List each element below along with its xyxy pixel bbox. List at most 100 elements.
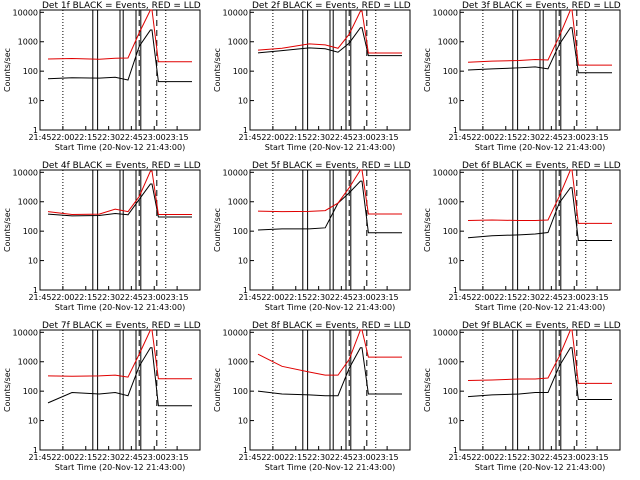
x-tick-label: 22:45 bbox=[540, 453, 563, 462]
x-tick-label: 23:15 bbox=[166, 293, 189, 302]
x-tick-label: 21:45 bbox=[238, 293, 261, 302]
x-tick-label: 22:30 bbox=[517, 293, 540, 302]
x-tick-label: 22:00 bbox=[51, 133, 74, 142]
x-tick-label: 22:30 bbox=[97, 453, 120, 462]
panel-title: Det 5f BLACK = Events, RED = LLD bbox=[252, 161, 411, 171]
y-axis-label: Counts/sec bbox=[423, 368, 432, 412]
x-tick-label: 21:45 bbox=[28, 293, 51, 302]
x-tick-label: 23:00 bbox=[353, 133, 376, 142]
x-tick-label: 22:30 bbox=[307, 453, 330, 462]
x-tick-label: 23:00 bbox=[143, 133, 166, 142]
y-tick-label: 10 bbox=[238, 417, 248, 426]
x-tick-label: 22:15 bbox=[284, 453, 307, 462]
y-tick-label: 100 bbox=[443, 227, 458, 236]
y-axis-label: Counts/sec bbox=[213, 48, 222, 92]
x-tick-label: 21:45 bbox=[448, 133, 471, 142]
series-line-events bbox=[257, 180, 402, 234]
panel-title: Det 1f BLACK = Events, RED = LLD bbox=[42, 1, 201, 11]
x-tick-label: 22:00 bbox=[261, 133, 284, 142]
y-tick-label: 1000 bbox=[18, 38, 38, 47]
x-axis-label: Start Time (20-Nov-12 21:43:00) bbox=[55, 143, 185, 152]
series-line-lld bbox=[257, 169, 402, 215]
x-axis-label: Start Time (20-Nov-12 21:43:00) bbox=[265, 463, 395, 472]
panel-title: Det 3f BLACK = Events, RED = LLD bbox=[462, 1, 621, 11]
y-tick-label: 1 bbox=[453, 126, 458, 135]
x-tick-label: 21:45 bbox=[28, 453, 51, 462]
y-tick-label: 100 bbox=[23, 227, 38, 236]
x-tick-label: 22:00 bbox=[471, 293, 494, 302]
x-tick-label: 22:30 bbox=[307, 133, 330, 142]
y-tick-label: 10 bbox=[28, 97, 38, 106]
y-tick-label: 10000 bbox=[223, 8, 248, 17]
y-tick-label: 1 bbox=[33, 126, 38, 135]
y-axis-label: Counts/sec bbox=[213, 368, 222, 412]
panel-title: Det 4f BLACK = Events, RED = LLD bbox=[42, 161, 201, 171]
x-tick-label: 23:15 bbox=[586, 133, 609, 142]
y-tick-label: 10 bbox=[28, 417, 38, 426]
panel-det-3: Det 3f BLACK = Events, RED = LLD 1 10 100 10… bbox=[423, 1, 621, 152]
panel-title: Det 7f BLACK = Events, RED = LLD bbox=[42, 321, 201, 331]
x-tick-label: 23:15 bbox=[166, 133, 189, 142]
series-line-events bbox=[467, 187, 612, 242]
panel-det-1: Det 1f BLACK = Events, RED = LLD 1 10 100 10… bbox=[3, 1, 201, 152]
x-tick-label: 22:15 bbox=[74, 453, 97, 462]
x-tick-label: 22:15 bbox=[74, 133, 97, 142]
y-axis-label: Counts/sec bbox=[423, 48, 432, 92]
y-tick-label: 10 bbox=[238, 257, 248, 266]
y-tick-label: 1 bbox=[453, 446, 458, 455]
x-tick-label: 23:00 bbox=[143, 453, 166, 462]
x-tick-label: 22:00 bbox=[51, 453, 74, 462]
x-tick-label: 22:45 bbox=[120, 293, 143, 302]
x-tick-label: 23:00 bbox=[563, 453, 586, 462]
y-axis-label: Counts/sec bbox=[3, 208, 12, 252]
x-tick-label: 22:15 bbox=[284, 293, 307, 302]
series-line-lld bbox=[47, 9, 192, 63]
y-tick-label: 10000 bbox=[13, 328, 38, 337]
panel-det-8: Det 8f BLACK = Events, RED = LLD 1 10 100 10… bbox=[213, 321, 411, 472]
x-axis-label: Start Time (20-Nov-12 21:43:00) bbox=[265, 303, 395, 312]
y-tick-label: 10000 bbox=[13, 168, 38, 177]
panel-title: Det 6f BLACK = Events, RED = LLD bbox=[462, 161, 621, 171]
series-line-events bbox=[257, 347, 402, 397]
x-tick-label: 23:00 bbox=[563, 293, 586, 302]
x-tick-label: 22:30 bbox=[517, 453, 540, 462]
x-tick-label: 22:45 bbox=[540, 133, 563, 142]
panel-det-4: Det 4f BLACK = Events, RED = LLD 1 10 100 10… bbox=[3, 161, 201, 312]
x-tick-label: 22:45 bbox=[330, 133, 353, 142]
panel-det-5: Det 5f BLACK = Events, RED = LLD 1 10 100 10… bbox=[213, 161, 411, 312]
x-tick-label: 23:00 bbox=[353, 453, 376, 462]
panel-title: Det 2f BLACK = Events, RED = LLD bbox=[252, 1, 411, 11]
x-tick-label: 22:15 bbox=[494, 293, 517, 302]
y-tick-label: 100 bbox=[23, 67, 38, 76]
y-axis-label: Counts/sec bbox=[3, 48, 12, 92]
x-axis-label: Start Time (20-Nov-12 21:43:00) bbox=[475, 463, 605, 472]
x-tick-label: 23:15 bbox=[376, 133, 399, 142]
panel-det-9: Det 9f BLACK = Events, RED = LLD 1 10 100 10… bbox=[423, 321, 621, 472]
panel-title: Det 8f BLACK = Events, RED = LLD bbox=[252, 321, 411, 331]
panel-det-6: Det 6f BLACK = Events, RED = LLD 1 10 100 10… bbox=[423, 161, 621, 312]
series-line-events bbox=[257, 27, 402, 57]
panel-title: Det 9f BLACK = Events, RED = LLD bbox=[462, 321, 621, 331]
x-axis-label: Start Time (20-Nov-12 21:43:00) bbox=[475, 143, 605, 152]
y-tick-label: 100 bbox=[443, 387, 458, 396]
x-tick-label: 22:00 bbox=[471, 453, 494, 462]
y-tick-label: 10000 bbox=[433, 328, 458, 337]
x-tick-label: 23:00 bbox=[563, 133, 586, 142]
y-tick-label: 100 bbox=[233, 67, 248, 76]
series-line-events bbox=[467, 27, 612, 74]
y-tick-label: 1 bbox=[243, 126, 248, 135]
series-line-lld bbox=[467, 169, 612, 224]
series-line-lld bbox=[47, 170, 192, 216]
series-line-lld bbox=[47, 329, 192, 380]
x-tick-label: 22:30 bbox=[97, 293, 120, 302]
y-axis-label: Counts/sec bbox=[423, 208, 432, 252]
x-tick-label: 22:45 bbox=[120, 453, 143, 462]
x-tick-label: 21:45 bbox=[448, 453, 471, 462]
y-tick-label: 10 bbox=[28, 257, 38, 266]
series-line-lld bbox=[257, 10, 402, 54]
x-tick-label: 21:45 bbox=[448, 293, 471, 302]
x-tick-label: 22:45 bbox=[330, 293, 353, 302]
y-tick-label: 10000 bbox=[13, 8, 38, 17]
y-tick-label: 1000 bbox=[438, 38, 458, 47]
